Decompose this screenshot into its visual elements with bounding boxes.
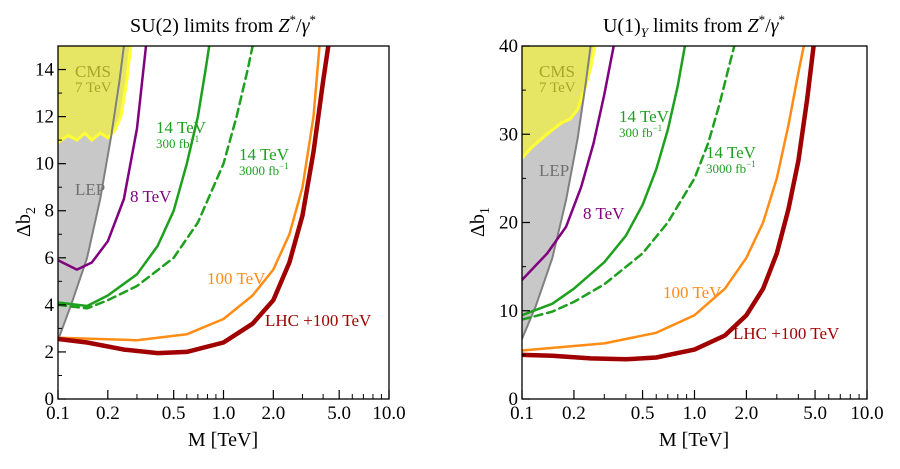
- cms-label: CMS: [539, 62, 575, 81]
- y-tick-label-20: 20: [499, 213, 518, 234]
- y-tick-label-6: 6: [45, 248, 55, 269]
- y-tick-label-0: 0: [509, 389, 519, 410]
- series-100tev-line: [58, 46, 321, 342]
- x-tick-label-2-0: 2.0: [261, 403, 285, 424]
- y-tick-label-2: 2: [45, 342, 55, 363]
- y-tick-label-0: 0: [45, 389, 55, 410]
- plot-area: [58, 46, 331, 356]
- x-tick-label-1-0: 1.0: [683, 403, 707, 424]
- y-tick-label-12: 12: [35, 107, 54, 128]
- y-axis-title: Δb1: [467, 207, 493, 237]
- cms-boundary-line: [58, 46, 133, 144]
- x-axis-title: M [TeV]: [188, 429, 258, 451]
- x-axis-title: M [TeV]: [659, 429, 729, 451]
- x-ticks: 0.1 0.2 0.5 1.0 2.0 5.0 10.0: [46, 390, 406, 424]
- label-14tev-3000fb: 14 TeV: [239, 145, 290, 164]
- u1y-panel: U(1)Y limits from Z*/γ* 0.1 0.2 0.5 1.0 2.0 5…: [467, 12, 884, 451]
- label-8tev: 8 TeV: [583, 204, 625, 223]
- y-tick-label-10: 10: [35, 154, 54, 175]
- lep-boundary-line: [522, 46, 592, 340]
- chart-title: SU(2) limits from Z*/γ*: [130, 12, 316, 37]
- plot-area: [522, 46, 816, 362]
- x-tick-label-0-5: 0.5: [631, 403, 655, 424]
- su2-panel: SU(2) limits from Z*/γ* 0.1 0.2 0.5 1.0 2.0 5…: [13, 12, 406, 451]
- series-8tev-line: [58, 46, 148, 271]
- series-14tev-300fb-line: [522, 46, 687, 317]
- lep-label: LEP: [539, 161, 569, 180]
- label-14tev-300fb: 14 TeV: [156, 118, 207, 137]
- x-tick-label-0-1: 0.1: [46, 403, 70, 424]
- cms-energy-label: 7 TeV: [539, 80, 576, 96]
- x-ticks: 0.1 0.2 0.5 1.0 2.0 5.0 10.0: [510, 390, 884, 424]
- series-100tev-line: [522, 46, 806, 352]
- label-lhc-100tev: LHC +100 TeV: [733, 324, 840, 343]
- x-tick-label-0-1: 0.1: [510, 403, 534, 424]
- series-8tev-line: [522, 46, 615, 282]
- label-14tev-3000fb-lumi: 3000 fb−1: [706, 159, 756, 176]
- y-tick-label-4: 4: [45, 295, 55, 316]
- label-14tev-3000fb-lumi: 3000 fb−1: [239, 161, 289, 178]
- y-tick-label-30: 30: [499, 124, 518, 145]
- label-8tev: 8 TeV: [130, 187, 172, 206]
- y-axis-title: Δb2: [13, 207, 39, 237]
- series-14tev-3000fb-line: [522, 46, 736, 321]
- cms-label: CMS: [75, 62, 111, 81]
- label-100tev: 100 TeV: [663, 283, 722, 302]
- series-lhc-100tev-line: [522, 46, 816, 362]
- label-14tev-3000fb: 14 TeV: [706, 143, 757, 162]
- label-14tev-300fb-lumi: 300 fb−1: [156, 134, 199, 151]
- cms-energy-label: 7 TeV: [75, 80, 112, 96]
- chart-title: U(1)Y limits from Z*/γ*: [603, 12, 785, 40]
- label-14tev-300fb-lumi: 300 fb−1: [619, 123, 662, 140]
- x-tick-label-10-0: 10.0: [850, 403, 883, 424]
- x-tick-label-0-2: 0.2: [562, 403, 586, 424]
- series-14tev-3000fb-line: [58, 46, 254, 310]
- x-tick-label-0-5: 0.5: [162, 403, 186, 424]
- label-100tev: 100 TeV: [207, 269, 266, 288]
- x-tick-label-1-0: 1.0: [212, 403, 236, 424]
- label-lhc-100tev: LHC +100 TeV: [265, 311, 372, 330]
- y-ticks: 0 2 4 6 8 10 12 14: [35, 60, 66, 410]
- x-tick-label-5-0: 5.0: [803, 403, 827, 424]
- y-tick-label-14: 14: [35, 60, 55, 81]
- x-tick-label-5-0: 5.0: [327, 403, 351, 424]
- series-14tev-300fb-line: [58, 46, 211, 308]
- cms-excluded-region: [522, 46, 595, 159]
- y-ticks: 0 10 20 30 40: [499, 36, 530, 410]
- x-tick-label-10-0: 10.0: [372, 403, 405, 424]
- series-lhc-100tev-line: [58, 46, 331, 356]
- y-tick-label-8: 8: [45, 201, 55, 222]
- x-tick-label-0-2: 0.2: [96, 403, 120, 424]
- lep-label: LEP: [75, 180, 105, 199]
- x-tick-label-2-0: 2.0: [735, 403, 759, 424]
- y-tick-label-10: 10: [499, 301, 518, 322]
- cms-boundary-line: [522, 46, 597, 160]
- cms-excluded-region: [58, 46, 131, 143]
- y-tick-label-40: 40: [499, 36, 518, 57]
- label-14tev-300fb: 14 TeV: [619, 107, 670, 126]
